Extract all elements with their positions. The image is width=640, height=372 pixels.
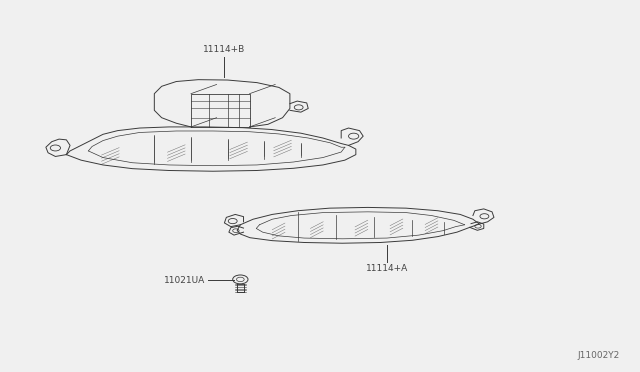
Text: 11114+B: 11114+B — [204, 45, 246, 54]
Text: J11002Y2: J11002Y2 — [577, 350, 620, 359]
Text: 11021UA: 11021UA — [164, 276, 205, 285]
Text: 11114+A: 11114+A — [366, 263, 408, 273]
